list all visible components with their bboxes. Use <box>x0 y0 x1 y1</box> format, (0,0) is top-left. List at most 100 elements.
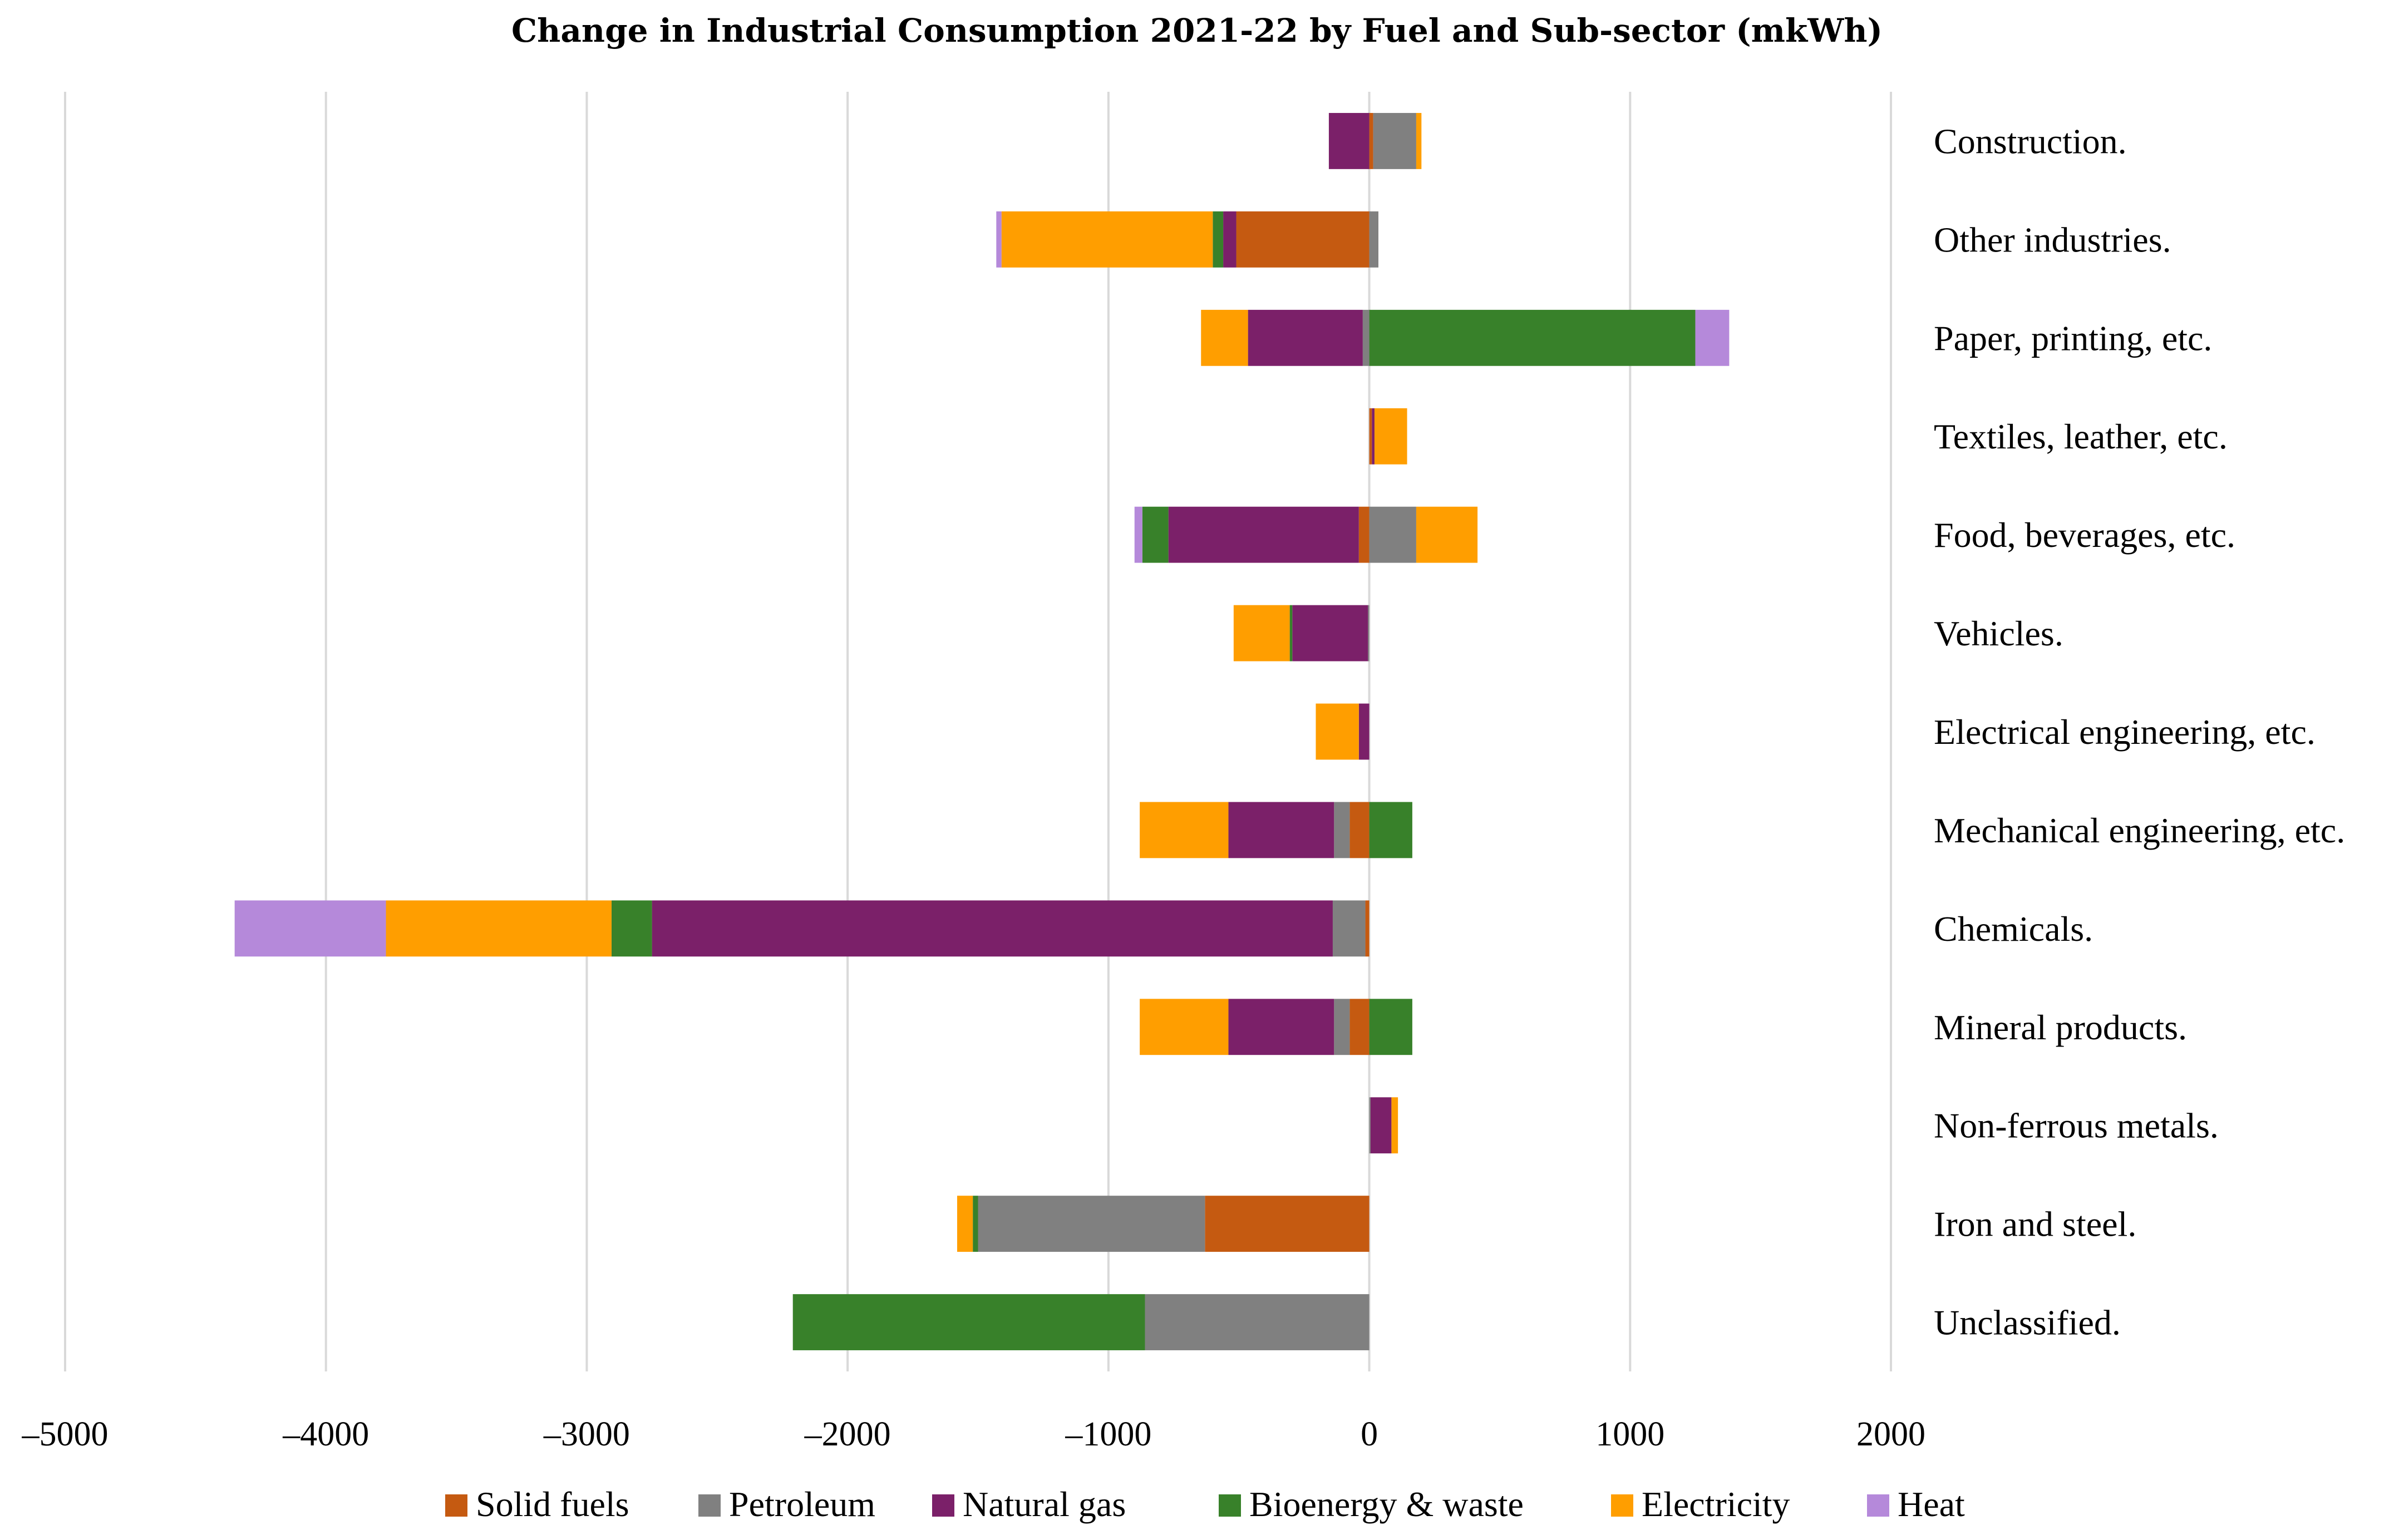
x-tick-label: –3000 <box>543 1415 630 1453</box>
x-tick-label: 2000 <box>1856 1415 1925 1453</box>
legend-item-heat: Heat <box>1867 1484 1965 1524</box>
bar-solid-fuels-mechanical-engineering-etc <box>1349 802 1370 858</box>
bar-electricity-food-beverages-etc <box>1416 506 1478 563</box>
bar-heat-other-industries <box>996 211 1002 268</box>
bar-natural-gas-construction <box>1328 113 1370 169</box>
bar-petroleum-chemicals <box>1332 900 1366 957</box>
bar-electricity-electrical-engineering-etc <box>1316 703 1359 760</box>
bar-electricity-non-ferrous-metals <box>1391 1097 1398 1154</box>
bar-petroleum-construction <box>1373 113 1416 169</box>
legend-swatch <box>1219 1494 1241 1517</box>
legend-swatch <box>698 1494 721 1517</box>
chart-title: Change in Industrial Consumption 2021-22… <box>511 12 1883 50</box>
bars <box>234 113 1730 1350</box>
legend: Solid fuels Petroleum Natural gas Bioenergy… <box>445 1484 1965 1524</box>
category-label: Mineral products. <box>1934 1008 2187 1047</box>
bar-natural-gas-chemicals <box>652 900 1333 957</box>
bar-bioenergy-waste-chemicals <box>611 900 652 957</box>
gridlines <box>64 92 1892 1371</box>
legend-swatch <box>932 1494 954 1517</box>
bar-petroleum-other-industries <box>1369 211 1378 268</box>
bar-natural-gas-food-beverages-etc <box>1168 506 1359 563</box>
bar-petroleum-unclassified <box>1145 1294 1370 1350</box>
bar-petroleum-iron-and-steel <box>978 1196 1205 1252</box>
category-label: Electrical engineering, etc. <box>1934 712 2316 752</box>
x-tick-label: –5000 <box>22 1415 109 1453</box>
category-label: Chemicals. <box>1934 909 2093 949</box>
bar-petroleum-vehicles <box>1368 605 1370 662</box>
bar-bioenergy-waste-unclassified <box>792 1294 1145 1350</box>
bar-natural-gas-electrical-engineering-etc <box>1358 703 1370 760</box>
bar-natural-gas-other-industries <box>1223 211 1237 268</box>
category-label: Construction. <box>1934 121 2127 161</box>
bar-bioenergy-waste-food-beverages-etc <box>1142 506 1169 563</box>
legend-label: Bioenergy & waste <box>1249 1484 1524 1524</box>
x-tick-label: 0 <box>1361 1415 1378 1453</box>
x-tick-label: –1000 <box>1065 1415 1151 1453</box>
category-label: Vehicles. <box>1934 614 2063 653</box>
bar-solid-fuels-chemicals <box>1365 900 1370 957</box>
category-labels: Construction. Other industries. Paper, pri… <box>1934 121 2345 1342</box>
bar-petroleum-food-beverages-etc <box>1369 506 1416 563</box>
bar-natural-gas-mineral-products <box>1228 999 1334 1055</box>
legend-label: Heat <box>1898 1484 1965 1524</box>
legend-label: Petroleum <box>729 1484 875 1524</box>
bar-heat-paper-printing-etc <box>1695 309 1730 366</box>
legend-label: Natural gas <box>963 1484 1126 1524</box>
legend-item-solid-fuels: Solid fuels <box>445 1484 629 1524</box>
bar-bioenergy-waste-paper-printing-etc <box>1369 309 1696 366</box>
bar-bioenergy-waste-vehicles <box>1289 605 1293 662</box>
bar-solid-fuels-textiles-leather-etc <box>1369 408 1372 465</box>
category-label: Iron and steel. <box>1934 1205 2136 1244</box>
x-tick-label: 1000 <box>1595 1415 1664 1453</box>
bar-electricity-textiles-leather-etc <box>1374 408 1407 465</box>
bar-electricity-iron-and-steel <box>957 1196 973 1252</box>
bar-bioenergy-waste-other-industries <box>1213 211 1224 268</box>
legend-item-bioenergy-waste: Bioenergy & waste <box>1219 1484 1524 1524</box>
bar-petroleum-mechanical-engineering-etc <box>1334 802 1350 858</box>
bar-natural-gas-non-ferrous-metals <box>1370 1097 1392 1154</box>
bar-solid-fuels-other-industries <box>1236 211 1370 268</box>
x-tick-label: –2000 <box>804 1415 891 1453</box>
bar-electricity-construction <box>1416 113 1422 169</box>
bar-electricity-other-industries <box>1001 211 1213 268</box>
bar-solid-fuels-iron-and-steel <box>1205 1196 1370 1252</box>
category-label: Non-ferrous metals. <box>1934 1106 2219 1146</box>
bar-solid-fuels-construction <box>1369 113 1373 169</box>
x-tick-label: –4000 <box>282 1415 369 1453</box>
legend-item-electricity: Electricity <box>1611 1484 1790 1524</box>
bar-bioenergy-waste-mechanical-engineering-etc <box>1369 802 1412 858</box>
legend-swatch <box>445 1494 467 1517</box>
bar-petroleum-mineral-products <box>1334 999 1350 1055</box>
legend-item-natural-gas: Natural gas <box>932 1484 1126 1524</box>
bar-natural-gas-mechanical-engineering-etc <box>1228 802 1334 858</box>
bar-natural-gas-paper-printing-etc <box>1248 309 1363 366</box>
bar-bioenergy-waste-mineral-products <box>1369 999 1412 1055</box>
legend-item-petroleum: Petroleum <box>698 1484 875 1524</box>
x-axis-ticks: –5000 –4000 –3000 –2000 –1000 0 1000 2000 <box>22 1415 1926 1453</box>
bar-petroleum-non-ferrous-metals <box>1369 1097 1371 1154</box>
category-label: Mechanical engineering, etc. <box>1934 811 2345 850</box>
bar-electricity-vehicles <box>1233 605 1290 662</box>
bar-solid-fuels-mineral-products <box>1349 999 1370 1055</box>
category-label: Unclassified. <box>1934 1303 2121 1342</box>
legend-swatch <box>1611 1494 1633 1517</box>
bar-electricity-paper-printing-etc <box>1201 309 1248 366</box>
legend-label: Solid fuels <box>476 1484 629 1524</box>
bar-petroleum-paper-printing-etc <box>1362 309 1370 366</box>
bar-heat-food-beverages-etc <box>1134 506 1142 563</box>
bar-electricity-mineral-products <box>1140 999 1229 1055</box>
bar-natural-gas-textiles-leather-etc <box>1372 408 1375 465</box>
category-label: Paper, printing, etc. <box>1934 318 2212 358</box>
bar-electricity-chemicals <box>386 900 612 957</box>
category-label: Food, beverages, etc. <box>1934 515 2235 555</box>
bar-solid-fuels-food-beverages-etc <box>1358 506 1370 563</box>
legend-label: Electricity <box>1642 1484 1790 1524</box>
bar-bioenergy-waste-iron-and-steel <box>973 1196 978 1252</box>
category-label: Textiles, leather, etc. <box>1934 417 2228 456</box>
bar-heat-chemicals <box>234 900 386 957</box>
legend-swatch <box>1867 1494 1889 1517</box>
category-label: Other industries. <box>1934 220 2171 259</box>
bar-natural-gas-vehicles <box>1292 605 1368 662</box>
